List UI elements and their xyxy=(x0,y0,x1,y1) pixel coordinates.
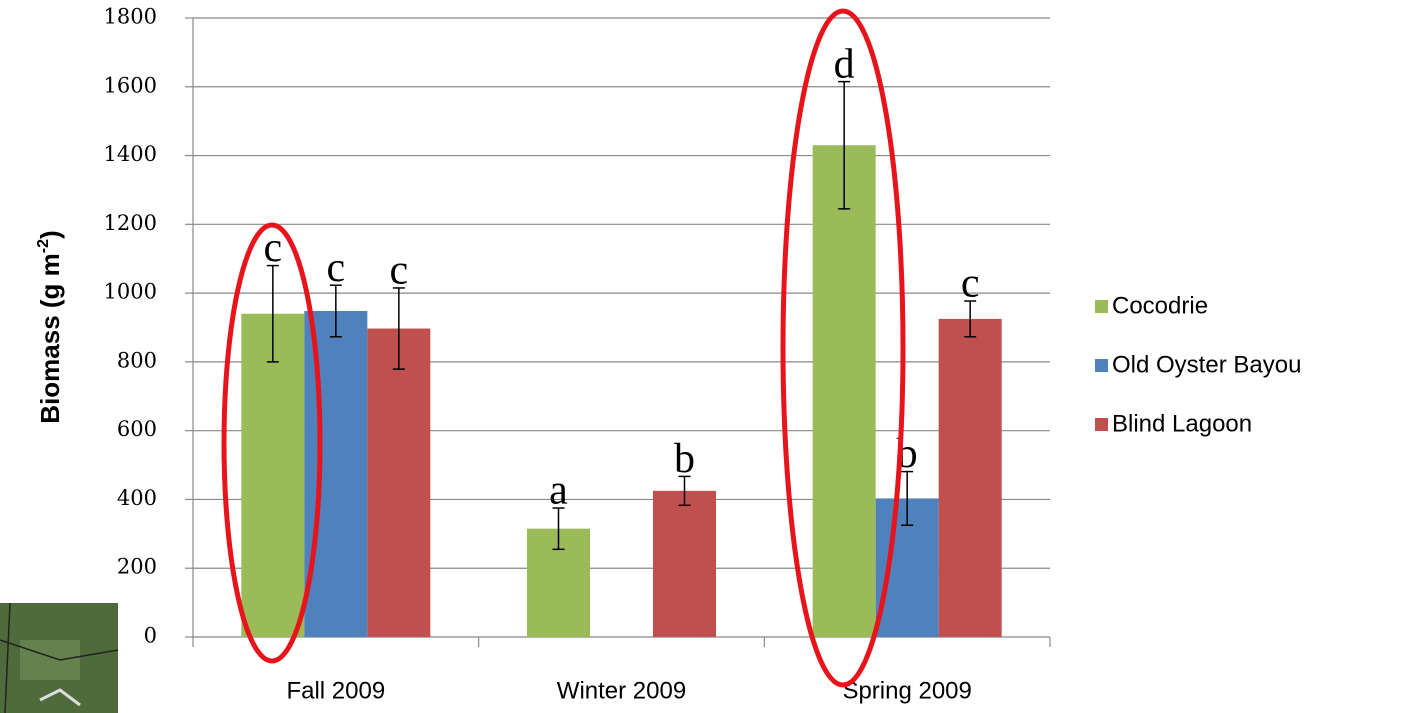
bar xyxy=(367,329,430,637)
legend-label: Old Oyster Bayou xyxy=(1112,351,1301,378)
x-tick-label: Winter 2009 xyxy=(557,677,686,704)
significance-letter: c xyxy=(961,261,980,307)
map-thumbnail xyxy=(0,603,118,713)
legend-label: Blind Lagoon xyxy=(1112,410,1252,437)
y-tick-label: 1400 xyxy=(104,142,157,166)
bar xyxy=(939,319,1002,637)
bar xyxy=(653,491,716,637)
x-tick-label: Spring 2009 xyxy=(842,677,971,704)
legend-swatch xyxy=(1095,300,1108,313)
y-tick-label: 1000 xyxy=(104,280,157,304)
bar xyxy=(813,145,876,637)
y-tick-label: 1600 xyxy=(104,73,157,97)
y-tick-label: 200 xyxy=(117,555,157,579)
significance-letter: c xyxy=(390,248,409,294)
significance-letter: d xyxy=(834,41,855,87)
legend-swatch xyxy=(1095,359,1108,372)
y-label-text: Biomass (g m xyxy=(35,253,65,424)
y-tick-label: 1200 xyxy=(104,211,157,235)
y-axis-label: Biomass (g m-2) xyxy=(35,230,65,423)
bar xyxy=(304,311,367,637)
y-tick-label: 0 xyxy=(144,624,157,648)
y-tick-label: 1800 xyxy=(104,5,157,29)
significance-letter: c xyxy=(327,245,346,291)
legend-swatch xyxy=(1095,418,1108,431)
significance-letter: a xyxy=(549,468,568,514)
legend-label: Cocodrie xyxy=(1112,292,1208,319)
significance-letter: c xyxy=(264,225,283,271)
chart: Biomass (g m-2) 0 200 400 600 800 1000 1200 140… xyxy=(0,0,1424,713)
significance-letter: b xyxy=(674,436,695,482)
y-label-sup: -2 xyxy=(35,239,52,253)
y-tick-label: 600 xyxy=(117,417,157,441)
y-tick-label: 400 xyxy=(117,486,157,510)
y-label-end: ) xyxy=(35,230,65,239)
y-tick-label: 800 xyxy=(117,348,157,372)
x-tick-label: Fall 2009 xyxy=(286,677,385,704)
